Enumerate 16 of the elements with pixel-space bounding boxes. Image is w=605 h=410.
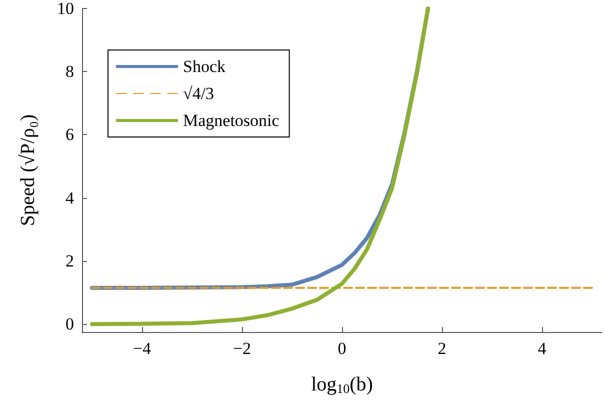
y-tick-label: 0 bbox=[66, 314, 74, 334]
legend-label: √4/3 bbox=[183, 84, 214, 103]
y-tick-label: 8 bbox=[66, 62, 74, 82]
y-axis-title: Speed (√P/ρ₀) bbox=[17, 114, 39, 226]
x-tick-label: 0 bbox=[338, 339, 346, 358]
x-tick-label: −2 bbox=[232, 339, 252, 358]
legend-label: Magnetosonic bbox=[183, 111, 280, 130]
x-tick-label: 4 bbox=[538, 339, 547, 358]
y-tick-label: 6 bbox=[66, 125, 74, 144]
x-tick-label: −4 bbox=[132, 339, 152, 358]
y-tick-label: 2 bbox=[66, 251, 74, 270]
y-tick-label: 10 bbox=[57, 0, 74, 18]
x-axis-title: log10(b) bbox=[311, 374, 373, 396]
x-tick-label: 2 bbox=[438, 339, 446, 358]
legend-label: Shock bbox=[183, 57, 226, 76]
y-tick-label: 4 bbox=[66, 188, 74, 208]
